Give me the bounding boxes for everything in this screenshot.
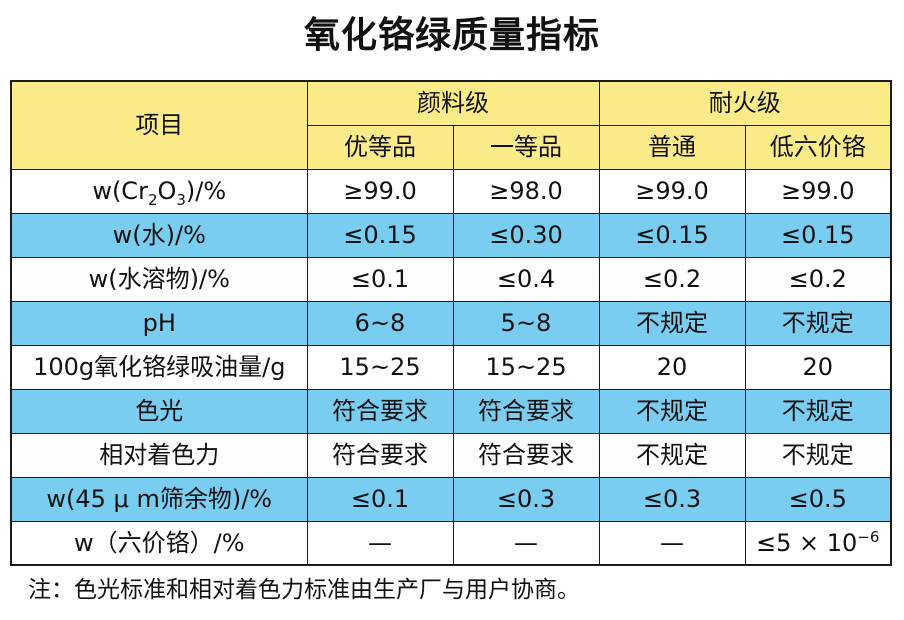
header-group-refractory: 耐火级: [598, 80, 892, 126]
table-cell: ≤0.1: [306, 476, 454, 522]
table-cell: ≤0.4: [452, 256, 600, 302]
table-cell: 不规定: [744, 432, 892, 478]
table-cell: ≤0.2: [744, 256, 892, 302]
table-row: 相对着色力 符合要求 符合要求 不规定 不规定: [10, 432, 892, 478]
table-cell: —: [452, 520, 600, 566]
table-cell: ≤0.15: [744, 212, 892, 258]
table-cell: 不规定: [598, 388, 746, 434]
table-cell: 6~8: [306, 300, 454, 346]
table-cell: —: [306, 520, 454, 566]
table-row: w(水溶物)/% ≤0.1 ≤0.4 ≤0.2 ≤0.2: [10, 256, 892, 302]
row-label-sieve-residue: w(45 μ m筛余物)/%: [10, 476, 308, 522]
table-cell: ≤0.15: [306, 212, 454, 258]
table-cell: 15~25: [306, 344, 454, 390]
table-cell: ≥98.0: [452, 168, 600, 214]
table-cell: ≤5 × 10−6: [744, 520, 892, 566]
table-cell: ≤0.15: [598, 212, 746, 258]
header-row-grades: 优等品 一等品 普通 低六价铬: [11, 124, 892, 170]
table-cell: ≤0.1: [306, 256, 454, 302]
header-row-groups: 项目 颜料级 耐火级: [10, 80, 892, 170]
table-cell: 5~8: [452, 300, 600, 346]
table-cell: 20: [598, 344, 746, 390]
table-row: w（六价铬）/% — — — ≤5 × 10−6: [10, 520, 892, 566]
footnote: 注：色光标准和相对着色力标准由生产厂与用户协商。: [28, 577, 580, 603]
table-cell: ≤0.2: [598, 256, 746, 302]
table-cell: ≥99.0: [598, 168, 746, 214]
quality-spec-table: 项目 颜料级 耐火级 优等品 一等品 普通 低六价铬 w(Cr2O3)/% ≥9…: [10, 80, 892, 566]
table-cell: 符合要求: [306, 388, 454, 434]
row-label-hexavalent-chromium: w（六价铬）/%: [10, 520, 308, 566]
table-row: w(45 μ m筛余物)/% ≤0.1 ≤0.3 ≤0.3 ≤0.5: [10, 476, 892, 522]
header-col-first: 一等品: [452, 124, 600, 170]
table-cell: 不规定: [744, 388, 892, 434]
row-label-tinting-strength: 相对着色力: [10, 432, 308, 478]
table-cell: —: [598, 520, 746, 566]
table-cell: 符合要求: [452, 432, 600, 478]
table-row: pH 6~8 5~8 不规定 不规定: [10, 300, 892, 346]
table-cell: 15~25: [452, 344, 600, 390]
table-cell: 符合要求: [306, 432, 454, 478]
row-label-cr2o3: w(Cr2O3)/%: [10, 168, 308, 214]
header-col-ordinary: 普通: [598, 124, 746, 170]
row-label-water-soluble: w(水溶物)/%: [10, 256, 308, 302]
table-cell: ≤0.3: [598, 476, 746, 522]
page-title: 氧化铬绿质量指标: [303, 15, 600, 56]
table-row: 色光 符合要求 符合要求 不规定 不规定: [10, 388, 892, 434]
row-label-water: w(水)/%: [10, 212, 308, 258]
table-row: 100g氧化铬绿吸油量/g 15~25 15~25 20 20: [10, 344, 892, 390]
row-label-hue: 色光: [10, 388, 308, 434]
table-cell: ≤0.3: [452, 476, 600, 522]
table-row: w(水)/% ≤0.15 ≤0.30 ≤0.15 ≤0.15: [10, 212, 892, 258]
row-label-ph: pH: [10, 300, 308, 346]
header-item: 项目: [10, 80, 308, 170]
table-cell: ≥99.0: [306, 168, 454, 214]
table-cell: 符合要求: [452, 388, 600, 434]
table-cell: ≤0.5: [744, 476, 892, 522]
header-col-low-hexavalent: 低六价铬: [744, 124, 892, 170]
table-cell: 20: [744, 344, 892, 390]
table-cell: 不规定: [598, 300, 746, 346]
header-group-pigment: 颜料级: [306, 80, 600, 126]
table-cell: ≤0.30: [452, 212, 600, 258]
row-label-oil-absorption: 100g氧化铬绿吸油量/g: [10, 344, 308, 390]
table-cell: 不规定: [744, 300, 892, 346]
header-col-superior: 优等品: [306, 124, 454, 170]
table-row: w(Cr2O3)/% ≥99.0 ≥98.0 ≥99.0 ≥99.0: [10, 168, 892, 214]
table-cell: ≥99.0: [744, 168, 892, 214]
table-cell: 不规定: [598, 432, 746, 478]
